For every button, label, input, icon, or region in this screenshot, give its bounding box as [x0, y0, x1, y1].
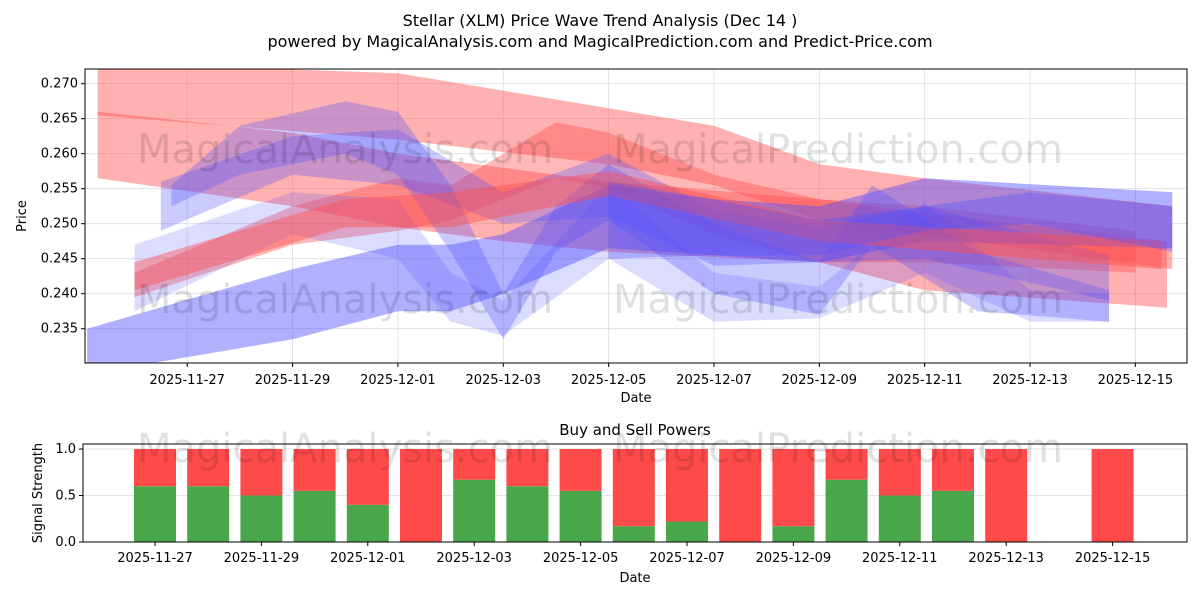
x-tick-label: 2025-12-07 [676, 373, 752, 388]
x-tick-label: 2025-12-15 [1075, 551, 1151, 566]
y-tick-label: 0.270 [41, 77, 78, 92]
y-axis-label: Signal Strength [31, 443, 46, 543]
sell-bar [187, 449, 230, 487]
buy-bar [134, 486, 176, 542]
x-tick-label: 2025-12-03 [465, 373, 541, 388]
watermark: MagicalPrediction.com [613, 277, 1063, 323]
sell-bar [293, 449, 336, 491]
sell-bar [1091, 449, 1134, 542]
watermark: MagicalAnalysis.com [137, 426, 553, 472]
buy-bar [772, 526, 815, 542]
watermark: MagicalAnalysis.com [137, 127, 553, 173]
y-tick-label: 0.5 [55, 489, 76, 504]
x-tick-label: 2025-11-27 [117, 551, 193, 566]
sell-bar [453, 449, 496, 480]
sell-bar [985, 449, 1028, 542]
buy-bar [612, 526, 655, 542]
y-tick-label: 0.0 [55, 535, 76, 550]
buy-bar [293, 490, 336, 542]
x-tick-label: 2025-12-11 [862, 551, 938, 566]
x-tick-label: 2025-12-01 [330, 551, 406, 566]
x-tick-label: 2025-12-03 [436, 551, 512, 566]
y-tick-label: 0.245 [41, 252, 78, 267]
buy-bar [825, 479, 868, 542]
x-axis-label: Date [619, 571, 650, 586]
watermark: MagicalPrediction.com [613, 127, 1063, 173]
wave-band-red [97, 111, 1167, 308]
x-tick-label: 2025-12-13 [992, 373, 1068, 388]
x-tick-label: 2025-12-01 [360, 373, 436, 388]
buy-bar [240, 495, 283, 542]
sell-bar [825, 449, 868, 480]
wave-band-blue [171, 101, 1110, 340]
plot-frame [84, 68, 1188, 364]
x-axis-label: Date [620, 391, 651, 406]
sell-bar [346, 449, 389, 505]
y-tick-label: 0.260 [41, 147, 78, 162]
sell-bar [772, 449, 815, 527]
x-tick-label: 2025-11-27 [149, 373, 225, 388]
watermark: MagicalPrediction.com [613, 426, 1063, 472]
wave-band-blue [608, 181, 1173, 259]
plot-frame [82, 443, 1188, 543]
sell-bar [134, 449, 176, 487]
buy-bar [932, 490, 974, 542]
buy-bar [666, 521, 708, 542]
x-tick-label: 2025-12-11 [887, 373, 963, 388]
sell-bar [932, 449, 974, 491]
wave-band-red [134, 171, 1162, 291]
x-tick-label: 2025-12-15 [1098, 373, 1174, 388]
wave-band-blue [87, 178, 1173, 363]
chart-subtitle: powered by MagicalAnalysis.com and Magic… [267, 32, 932, 51]
wave-band-red [134, 122, 1136, 298]
buy-bar [506, 486, 549, 542]
buy-bar [453, 479, 496, 542]
bar-chart-title: Buy and Sell Powers [559, 421, 711, 439]
x-tick-label: 2025-12-09 [782, 373, 858, 388]
y-tick-label: 0.250 [41, 217, 78, 232]
wave-band-blue [160, 129, 1110, 301]
x-tick-label: 2025-12-05 [543, 551, 619, 566]
sell-bar [506, 449, 549, 487]
sell-bar [666, 449, 708, 522]
sell-bar [878, 449, 921, 496]
x-tick-label: 2025-12-07 [649, 551, 725, 566]
x-tick-label: 2025-12-13 [968, 551, 1044, 566]
buy-bar [187, 486, 230, 542]
y-tick-label: 0.235 [41, 322, 78, 337]
buy-bar [346, 504, 389, 542]
chart-title: Stellar (XLM) Price Wave Trend Analysis … [403, 11, 798, 30]
wave-band-red [97, 69, 1173, 270]
buy-bar [878, 495, 921, 542]
y-tick-label: 0.255 [41, 182, 78, 197]
sell-bar [240, 449, 283, 496]
y-axis-label: Price [15, 200, 30, 232]
wave-band-blue [134, 185, 1110, 336]
x-tick-label: 2025-12-09 [756, 551, 832, 566]
buy-bar [559, 490, 602, 542]
watermark: MagicalAnalysis.com [137, 277, 553, 323]
y-tick-label: 1.0 [55, 442, 76, 457]
sell-bar [612, 449, 655, 527]
x-tick-label: 2025-11-29 [255, 373, 331, 388]
sell-bar [719, 449, 762, 542]
bands [87, 69, 1173, 363]
y-tick-label: 0.240 [41, 287, 78, 302]
y-tick-label: 0.265 [41, 112, 78, 127]
x-tick-label: 2025-12-05 [571, 373, 647, 388]
sell-bar [559, 449, 602, 491]
x-tick-label: 2025-11-29 [224, 551, 300, 566]
sell-bar [400, 449, 442, 542]
